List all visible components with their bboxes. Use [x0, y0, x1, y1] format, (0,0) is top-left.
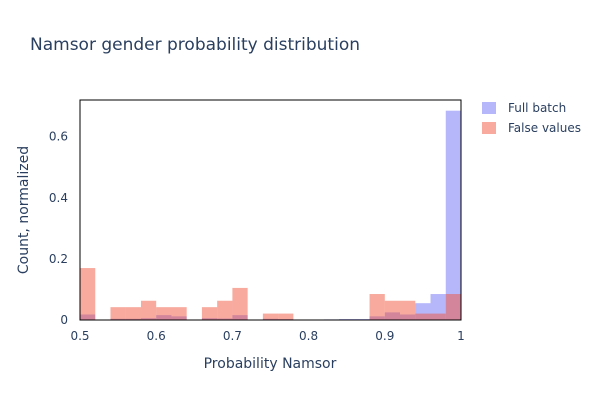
y-axis-label: Count, normalized: [16, 146, 32, 274]
legend[interactable]: Full batch False values: [482, 101, 581, 135]
y-axis-ticks: 0 0.2 0.4 0.6: [49, 130, 68, 327]
bar-false-values[interactable]: [140, 300, 157, 320]
x-tick-label: 1: [457, 329, 465, 343]
bar-false-values[interactable]: [262, 313, 279, 320]
x-axis-label: Probability Namsor: [204, 356, 337, 372]
bar-false-values[interactable]: [217, 300, 233, 320]
y-tick-label: 0.2: [49, 252, 68, 266]
legend-swatch: [482, 122, 496, 134]
legend-label: False values: [508, 121, 581, 135]
plot-area-frame: [79, 99, 462, 321]
x-tick-label: 0.8: [299, 329, 318, 343]
y-tick-label: 0: [60, 313, 68, 327]
bar-false-values[interactable]: [110, 307, 126, 320]
chart-title: Namsor gender probability distribution: [30, 35, 360, 55]
x-tick-label: 0.9: [375, 329, 394, 343]
y-tick-label: 0.6: [49, 130, 68, 144]
bar-false-values[interactable]: [430, 313, 446, 320]
bar-false-values[interactable]: [400, 300, 416, 320]
x-tick-label: 0.6: [147, 329, 166, 343]
legend-swatch: [482, 102, 496, 114]
y-tick-label: 0.4: [49, 191, 68, 205]
bar-false-values[interactable]: [80, 268, 96, 320]
bar-full-batch[interactable]: [445, 110, 461, 320]
legend-item-false-values[interactable]: False values: [482, 121, 581, 135]
grid: [80, 136, 461, 260]
bar-false-values[interactable]: [278, 313, 294, 320]
bar-false-values[interactable]: [125, 307, 141, 320]
bar-full-batch[interactable]: [430, 294, 446, 320]
bar-false-values[interactable]: [201, 307, 218, 320]
x-tick-label: 0.7: [223, 329, 242, 343]
x-tick-label: 0.5: [70, 329, 89, 343]
bar-false-values[interactable]: [156, 307, 172, 320]
bar-false-values[interactable]: [415, 313, 431, 320]
bar-false-values[interactable]: [369, 294, 385, 320]
bars: [80, 110, 461, 320]
bar-false-values[interactable]: [384, 300, 401, 320]
bar-false-values[interactable]: [232, 287, 248, 320]
bar-false-values[interactable]: [445, 294, 461, 320]
plot-background: [80, 100, 461, 320]
legend-item-full-batch[interactable]: Full batch: [482, 101, 566, 115]
legend-label: Full batch: [508, 101, 566, 115]
bar-false-values[interactable]: [171, 307, 187, 320]
x-axis-ticks: 0.5 0.6 0.7 0.8 0.9 1: [70, 329, 464, 343]
